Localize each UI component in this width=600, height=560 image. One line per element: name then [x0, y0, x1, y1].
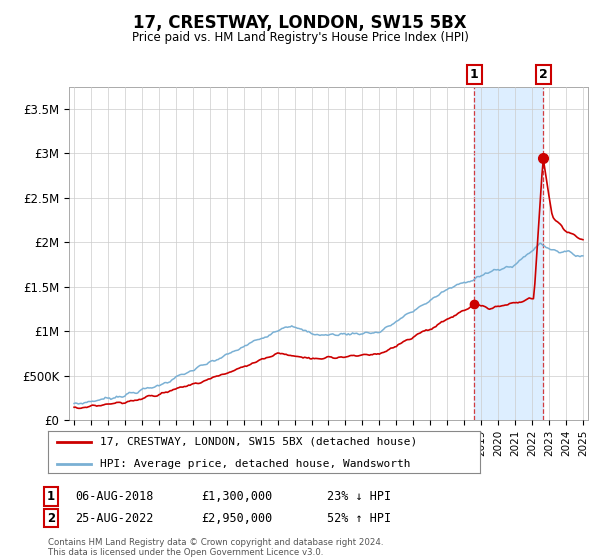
Text: Contains HM Land Registry data © Crown copyright and database right 2024.
This d: Contains HM Land Registry data © Crown c…	[48, 538, 383, 557]
Text: HPI: Average price, detached house, Wandsworth: HPI: Average price, detached house, Wand…	[100, 459, 410, 469]
Text: 1: 1	[470, 68, 479, 81]
Text: 23% ↓ HPI: 23% ↓ HPI	[327, 490, 391, 503]
Text: 2: 2	[47, 511, 55, 525]
Bar	[475, 87, 543, 420]
Text: 2: 2	[539, 68, 547, 81]
Text: 1: 1	[47, 490, 55, 503]
Text: 52% ↑ HPI: 52% ↑ HPI	[327, 511, 391, 525]
Text: 25-AUG-2022: 25-AUG-2022	[75, 511, 154, 525]
Text: Price paid vs. HM Land Registry's House Price Index (HPI): Price paid vs. HM Land Registry's House …	[131, 31, 469, 44]
Text: 06-AUG-2018: 06-AUG-2018	[75, 490, 154, 503]
Text: £2,950,000: £2,950,000	[201, 511, 272, 525]
Text: 17, CRESTWAY, LONDON, SW15 5BX: 17, CRESTWAY, LONDON, SW15 5BX	[133, 14, 467, 32]
Text: 17, CRESTWAY, LONDON, SW15 5BX (detached house): 17, CRESTWAY, LONDON, SW15 5BX (detached…	[100, 437, 417, 447]
Text: £1,300,000: £1,300,000	[201, 490, 272, 503]
